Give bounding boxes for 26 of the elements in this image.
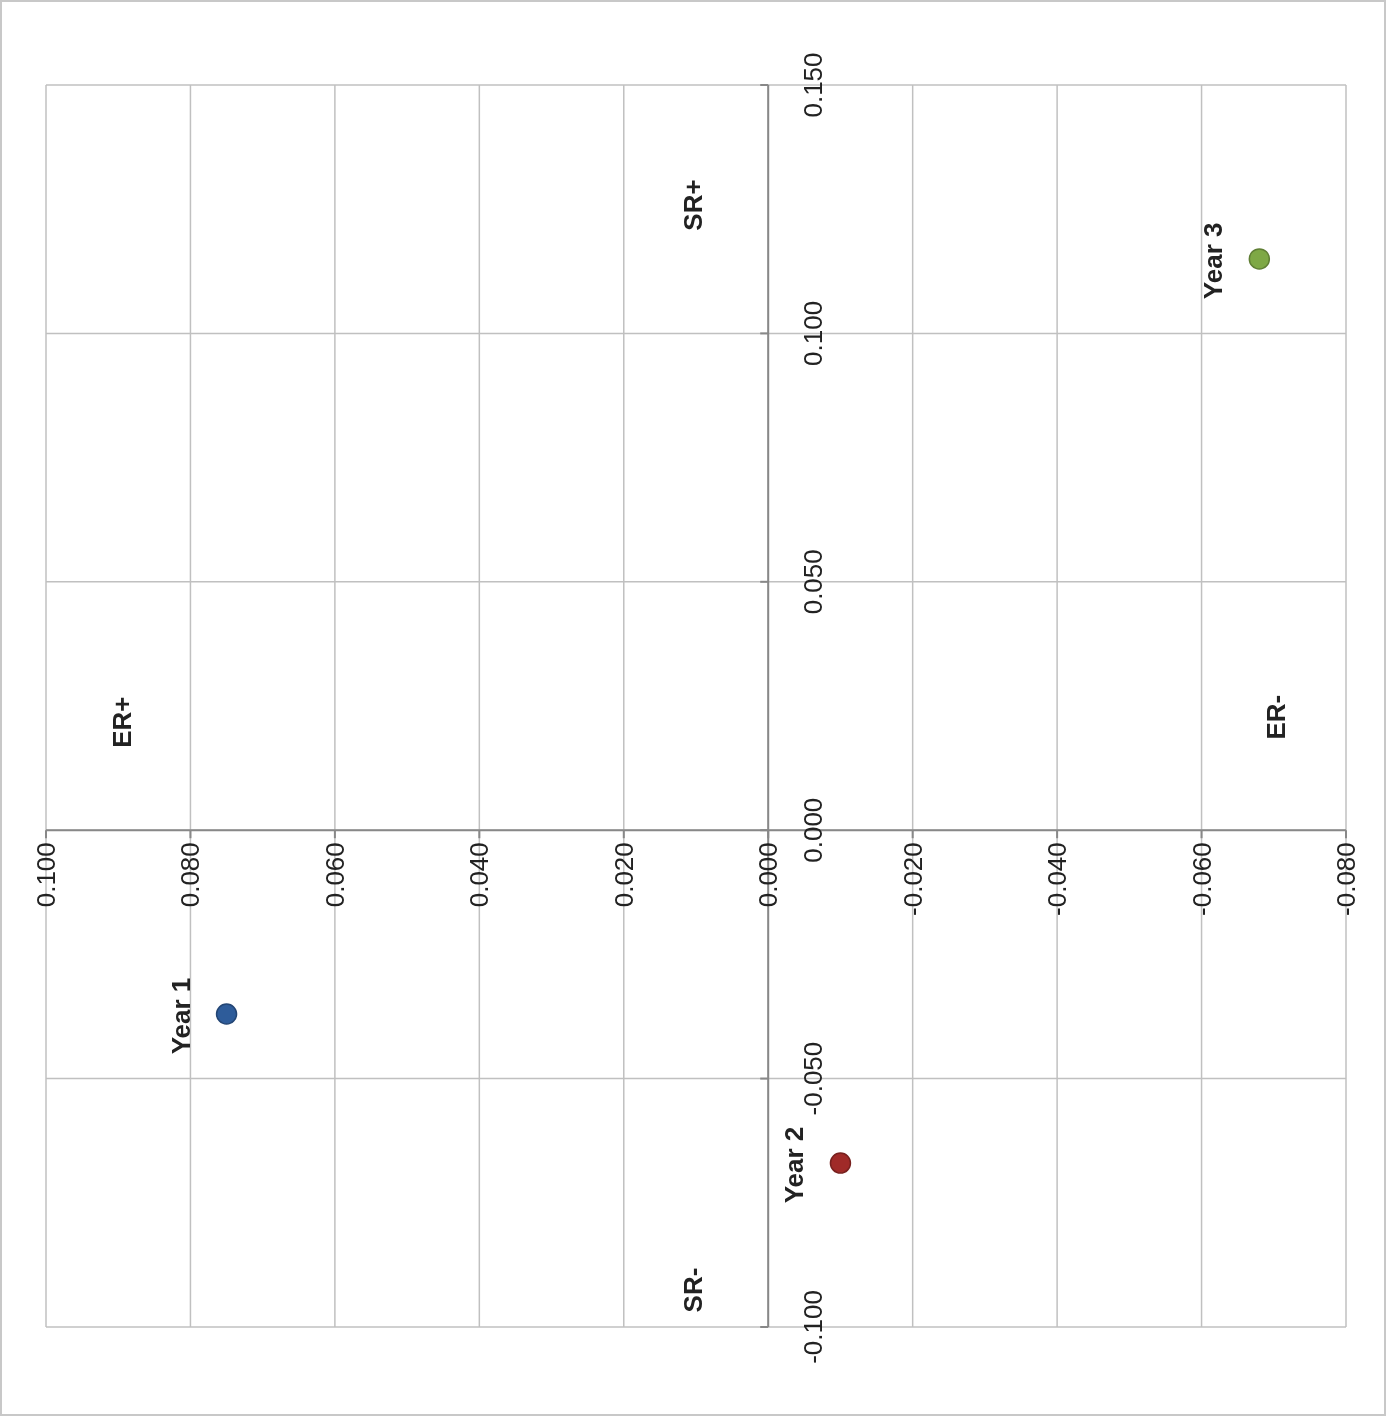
x-tick-label: -0.060: [1186, 842, 1217, 916]
annotation: ER+: [107, 696, 137, 748]
y-tick-label: 0.000: [798, 797, 829, 863]
x-tick-label: 0.040: [464, 842, 495, 908]
y-tick-label: 0.100: [798, 300, 829, 366]
y-tick-label: 0.150: [798, 52, 829, 118]
annotation: SR-: [678, 1267, 709, 1313]
x-tick-label: 0.060: [319, 842, 350, 908]
x-tick-label: 0.080: [175, 842, 206, 908]
y-tick-label: -0.100: [798, 1290, 829, 1364]
x-tick-label: -0.040: [1042, 842, 1073, 916]
y-tick-label: 0.050: [798, 549, 829, 615]
y-tick-label: -0.050: [798, 1041, 829, 1116]
x-tick-label: 0.000: [753, 842, 784, 908]
point: [215, 1003, 238, 1025]
text: Year 3: [1198, 222, 1229, 300]
x-tick-label: 0.020: [608, 842, 639, 908]
annotation: SR+: [678, 179, 709, 231]
x-tick-label: -0.080: [1331, 842, 1361, 916]
text: Year 2: [779, 1126, 810, 1204]
x-tick-label: 0.100: [31, 842, 61, 908]
annotation: ER-: [1261, 694, 1291, 740]
text: Year 1: [165, 977, 196, 1055]
point: [1248, 248, 1271, 270]
x-tick-label: -0.020: [897, 842, 928, 916]
point: [829, 1152, 852, 1174]
